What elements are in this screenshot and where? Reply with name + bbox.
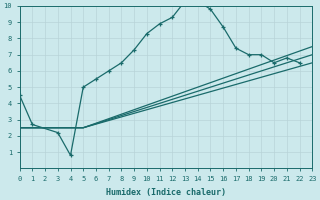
X-axis label: Humidex (Indice chaleur): Humidex (Indice chaleur): [106, 188, 226, 197]
